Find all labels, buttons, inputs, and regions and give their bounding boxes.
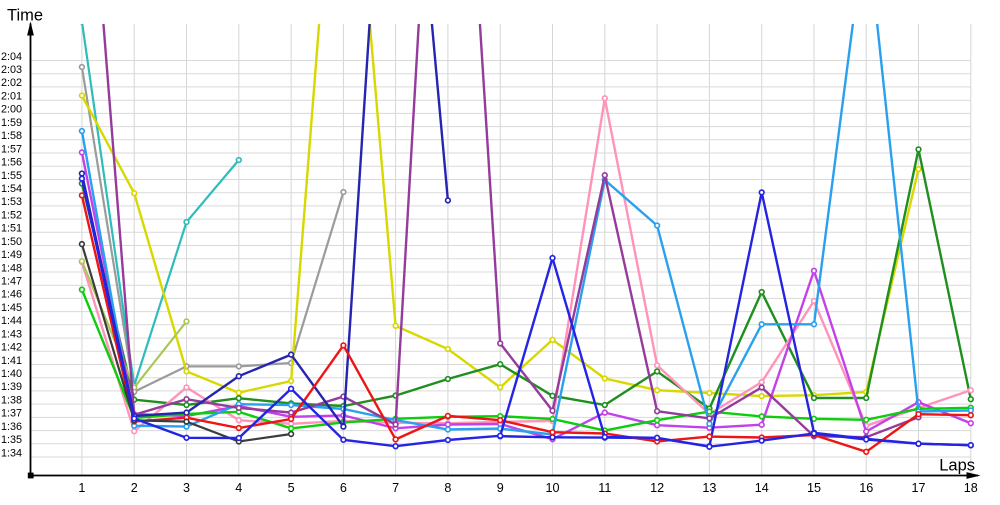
svg-text:1:41: 1:41 bbox=[1, 355, 22, 367]
svg-text:1:40: 1:40 bbox=[1, 368, 22, 380]
svg-text:1:34: 1:34 bbox=[1, 447, 22, 459]
svg-text:2:04: 2:04 bbox=[1, 51, 22, 63]
svg-text:1:39: 1:39 bbox=[1, 381, 22, 393]
svg-text:1:50: 1:50 bbox=[1, 236, 22, 248]
svg-text:1:42: 1:42 bbox=[1, 342, 22, 354]
svg-text:10: 10 bbox=[545, 481, 559, 495]
svg-text:2:03: 2:03 bbox=[1, 64, 22, 76]
svg-text:1:59: 1:59 bbox=[1, 117, 22, 129]
svg-text:1:45: 1:45 bbox=[1, 302, 22, 314]
svg-text:11: 11 bbox=[598, 481, 611, 495]
svg-text:13: 13 bbox=[702, 481, 716, 495]
svg-text:2:00: 2:00 bbox=[1, 104, 22, 116]
svg-text:2:01: 2:01 bbox=[1, 91, 22, 103]
svg-text:Time: Time bbox=[7, 7, 43, 25]
svg-text:5: 5 bbox=[288, 481, 295, 495]
svg-text:2: 2 bbox=[131, 481, 138, 495]
svg-text:1:43: 1:43 bbox=[1, 328, 22, 340]
svg-text:1:54: 1:54 bbox=[1, 183, 22, 195]
svg-text:8: 8 bbox=[444, 481, 451, 495]
svg-text:9: 9 bbox=[497, 481, 504, 495]
svg-text:1:37: 1:37 bbox=[1, 408, 22, 420]
svg-text:12: 12 bbox=[650, 481, 664, 495]
svg-text:7: 7 bbox=[392, 481, 399, 495]
svg-text:1:38: 1:38 bbox=[1, 394, 22, 406]
svg-text:Laps: Laps bbox=[939, 457, 975, 475]
svg-text:1:56: 1:56 bbox=[1, 157, 22, 169]
svg-text:16: 16 bbox=[859, 481, 873, 495]
svg-text:4: 4 bbox=[235, 481, 242, 495]
svg-text:6: 6 bbox=[340, 481, 347, 495]
svg-text:15: 15 bbox=[807, 481, 821, 495]
svg-text:1:44: 1:44 bbox=[1, 315, 22, 327]
svg-text:1:57: 1:57 bbox=[1, 143, 22, 155]
svg-text:1:35: 1:35 bbox=[1, 434, 22, 446]
svg-text:1:52: 1:52 bbox=[1, 209, 22, 221]
svg-text:18: 18 bbox=[964, 481, 978, 495]
svg-text:1:49: 1:49 bbox=[1, 249, 22, 261]
svg-text:17: 17 bbox=[911, 481, 925, 495]
svg-text:2:02: 2:02 bbox=[1, 77, 22, 89]
svg-text:1:46: 1:46 bbox=[1, 289, 22, 301]
svg-text:1:48: 1:48 bbox=[1, 262, 22, 274]
svg-text:1:51: 1:51 bbox=[1, 223, 22, 235]
svg-text:1:53: 1:53 bbox=[1, 196, 22, 208]
svg-text:1: 1 bbox=[78, 481, 85, 495]
svg-text:14: 14 bbox=[755, 481, 769, 495]
svg-text:1:36: 1:36 bbox=[1, 421, 22, 433]
svg-text:3: 3 bbox=[183, 481, 190, 495]
svg-text:1:58: 1:58 bbox=[1, 130, 22, 142]
svg-text:1:47: 1:47 bbox=[1, 276, 22, 288]
svg-text:1:55: 1:55 bbox=[1, 170, 22, 182]
